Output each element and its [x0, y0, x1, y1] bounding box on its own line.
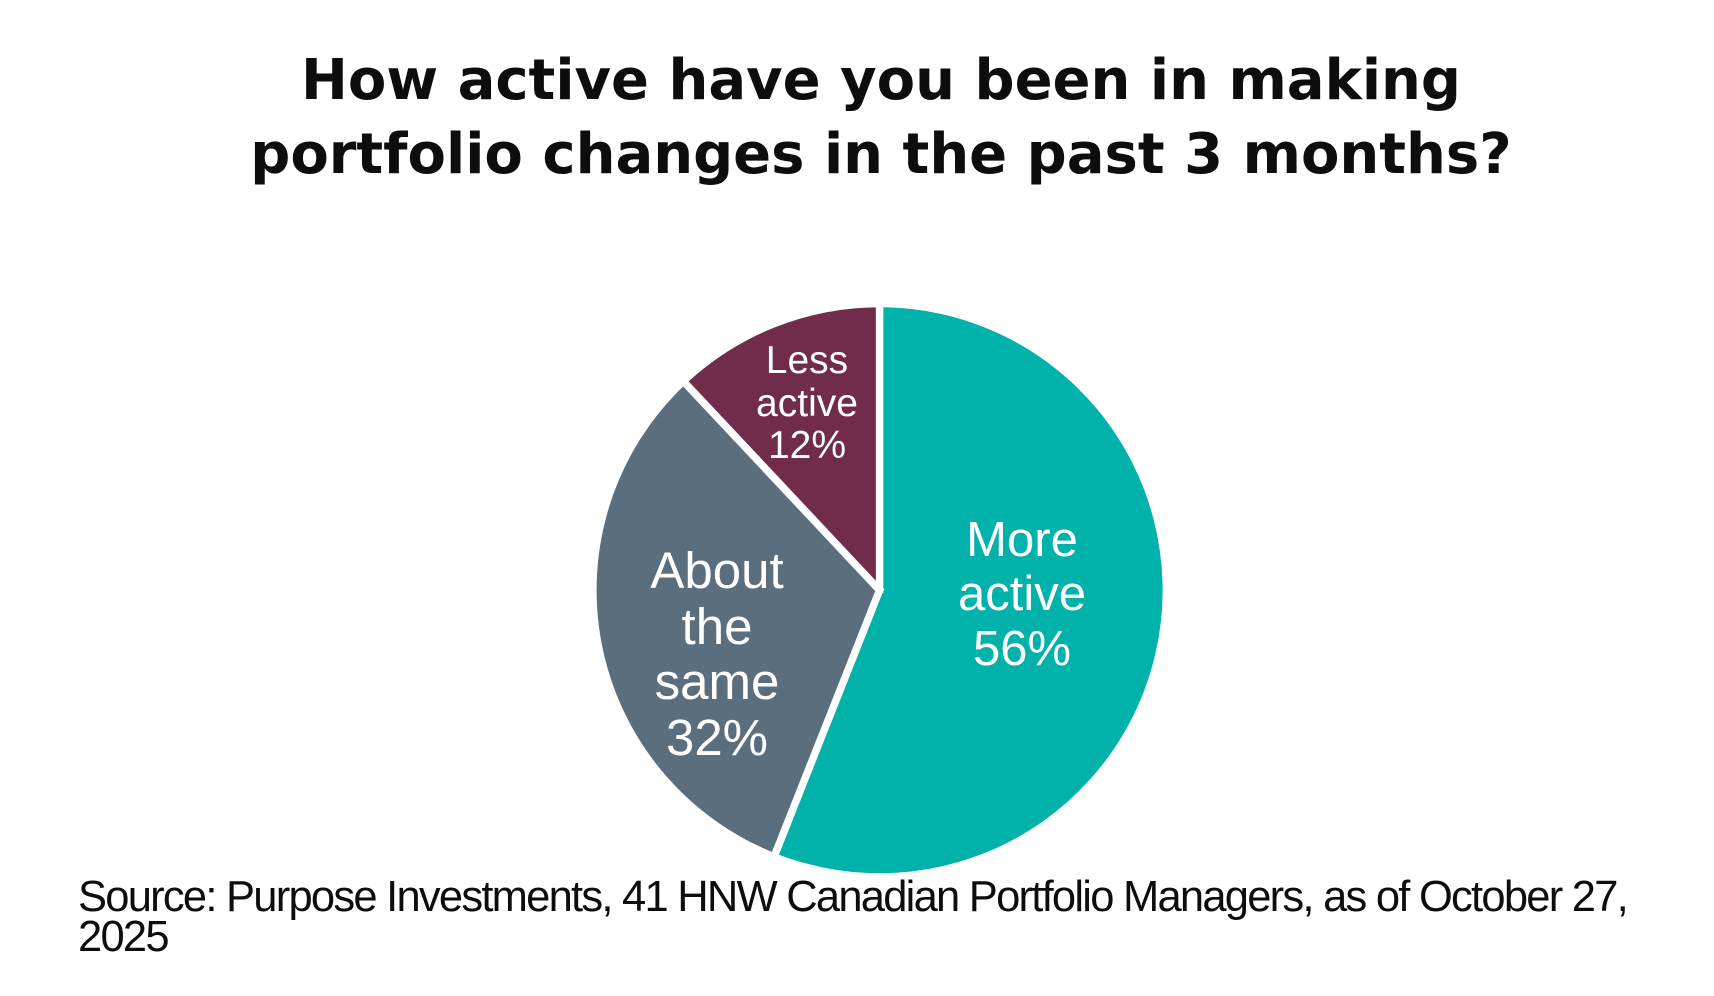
slice-label-more-active-line2: active: [957, 567, 1087, 622]
slice-label-about-the-same-line2: the: [681, 597, 753, 655]
chart-title-line-2: portfolio changes in the past 3 months?: [250, 122, 1512, 187]
slice-label-less-active-value: 12%: [767, 424, 847, 468]
slice-label-about-the-same: About the same 32%: [650, 543, 783, 765]
pie-slice-less-active: [685, 307, 880, 591]
separator-teal-gray: [771, 586, 885, 857]
slice-label-more-active: More active 56%: [958, 513, 1086, 676]
slice-label-about-the-same-line1: About: [650, 542, 784, 599]
slice-label-less-active-line1: Less: [765, 339, 849, 382]
source-note: Source: Purpose Investments, 41 HNW Cana…: [78, 873, 1629, 961]
slice-label-about-the-same-value: 32%: [665, 708, 769, 766]
separator-gray-maroon: [681, 379, 885, 595]
chart-title: How active have you been in making portf…: [24, 44, 1714, 192]
slice-label-more-active-value: 56%: [972, 621, 1072, 676]
slice-label-more-active-line1: More: [966, 513, 1078, 567]
chart-title-line-1: How active have you been in making: [301, 48, 1461, 113]
pie-slice-about-the-same: [596, 383, 880, 854]
slice-label-less-active: Less active 12%: [756, 339, 858, 468]
slice-label-less-active-line2: active: [756, 381, 858, 425]
slice-label-about-the-same-line3: same: [654, 653, 780, 711]
pie-slice-separators: [681, 305, 885, 857]
pie-slice-more-active: [775, 307, 1163, 874]
pie-slices: [596, 307, 1163, 874]
